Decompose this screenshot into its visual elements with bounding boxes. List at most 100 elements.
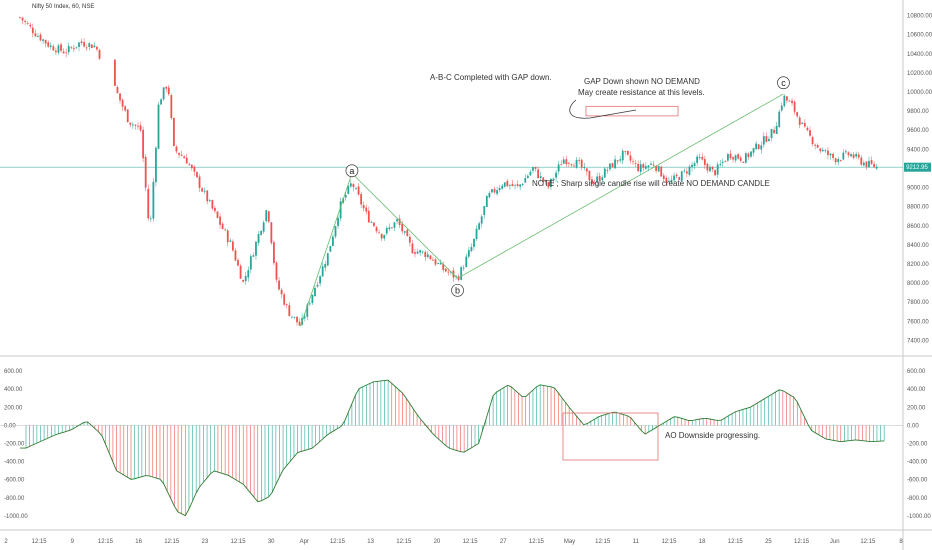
candle-body[interactable] — [139, 125, 142, 131]
candle-body[interactable] — [226, 230, 229, 243]
candle-body[interactable] — [593, 182, 596, 184]
candle-body[interactable] — [606, 169, 609, 171]
candle-body[interactable] — [380, 233, 383, 239]
candle-body[interactable] — [539, 176, 542, 179]
candle-body[interactable] — [598, 175, 601, 181]
candle-body[interactable] — [875, 166, 878, 169]
candle-body[interactable] — [142, 129, 145, 159]
candle-body[interactable] — [126, 109, 129, 123]
candle-body[interactable] — [550, 178, 552, 188]
candle-body[interactable] — [88, 43, 91, 47]
candle-body[interactable] — [298, 321, 301, 326]
candle-body[interactable] — [434, 259, 437, 265]
candle-body[interactable] — [644, 166, 647, 169]
candle-body[interactable] — [526, 175, 529, 178]
candle-body[interactable] — [544, 181, 547, 182]
candle-body[interactable] — [257, 234, 260, 243]
candle-body[interactable] — [552, 178, 555, 181]
trend-line-a-b[interactable] — [351, 172, 458, 279]
candle-body[interactable] — [642, 164, 645, 168]
candle-body[interactable] — [411, 243, 414, 254]
candle-body[interactable] — [860, 157, 863, 165]
candle-body[interactable] — [524, 178, 527, 183]
candle-body[interactable] — [485, 195, 488, 208]
candle-body[interactable] — [565, 159, 568, 165]
candle-body[interactable] — [462, 267, 465, 269]
candle-body[interactable] — [855, 153, 858, 157]
candle-body[interactable] — [444, 268, 447, 272]
candle-body[interactable] — [634, 163, 637, 164]
candle-body[interactable] — [65, 52, 68, 54]
candle-body[interactable] — [172, 117, 175, 146]
candle-body[interactable] — [857, 154, 860, 158]
candle-body[interactable] — [665, 177, 668, 183]
candle-body[interactable] — [70, 47, 73, 49]
candle-body[interactable] — [624, 150, 627, 152]
candle-body[interactable] — [680, 171, 683, 181]
candle-body[interactable] — [701, 156, 704, 160]
candle-body[interactable] — [673, 175, 675, 181]
candle-body[interactable] — [562, 159, 565, 164]
candle-body[interactable] — [170, 95, 173, 119]
candle-body[interactable] — [190, 164, 193, 169]
candle-body[interactable] — [160, 99, 162, 105]
candle-body[interactable] — [134, 124, 137, 126]
candle-body[interactable] — [332, 236, 334, 246]
candle-body[interactable] — [742, 161, 745, 163]
candle-body[interactable] — [396, 219, 398, 222]
candle-body[interactable] — [652, 164, 655, 166]
candle-body[interactable] — [144, 156, 147, 188]
candle-body[interactable] — [567, 162, 570, 164]
candle-body[interactable] — [483, 206, 486, 216]
trend-line-to-a[interactable] — [300, 173, 353, 327]
candle-body[interactable] — [501, 185, 504, 189]
candle-body[interactable] — [265, 210, 268, 222]
candle-body[interactable] — [262, 222, 265, 232]
candle-body[interactable] — [460, 267, 463, 280]
candle-body[interactable] — [247, 270, 250, 278]
candle-body[interactable] — [339, 201, 342, 219]
candle-body[interactable] — [829, 153, 832, 156]
candle-body[interactable] — [403, 231, 406, 233]
candle-body[interactable] — [744, 153, 747, 163]
candle-body[interactable] — [711, 166, 714, 170]
candle-body[interactable] — [255, 241, 257, 256]
candle-body[interactable] — [24, 20, 27, 22]
candle-body[interactable] — [752, 148, 755, 153]
candle-body[interactable] — [357, 186, 360, 195]
candle-body[interactable] — [367, 210, 370, 223]
time-axis[interactable]: 2 12:15 9 12:15 16 12:15 23 12:15 30 Apr 12:15 13 12… — [4, 539, 903, 545]
candle-body[interactable] — [424, 252, 427, 258]
candle-body[interactable] — [406, 229, 409, 237]
candle-body[interactable] — [385, 227, 388, 234]
candle-body[interactable] — [696, 156, 699, 163]
candle-body[interactable] — [747, 153, 750, 158]
candle-body[interactable] — [270, 222, 273, 244]
candle-body[interactable] — [506, 181, 509, 187]
candle-body[interactable] — [216, 211, 219, 218]
candle-body[interactable] — [306, 304, 309, 317]
candle-body[interactable] — [129, 122, 132, 125]
candle-body[interactable] — [401, 223, 404, 232]
candle-body[interactable] — [344, 194, 347, 198]
candle-body[interactable] — [798, 117, 801, 125]
candle-body[interactable] — [532, 167, 534, 171]
candle-body[interactable] — [55, 50, 57, 53]
candle-body[interactable] — [619, 159, 622, 161]
candle-body[interactable] — [629, 155, 632, 161]
candle-body[interactable] — [96, 46, 98, 50]
candle-body[interactable] — [124, 106, 127, 111]
candle-body[interactable] — [375, 227, 378, 232]
candle-body[interactable] — [870, 160, 873, 164]
candle-body[interactable] — [678, 177, 681, 180]
candle-body[interactable] — [514, 184, 516, 186]
candle-body[interactable] — [852, 154, 855, 158]
candle-body[interactable] — [516, 184, 519, 186]
candle-body[interactable] — [321, 266, 324, 277]
candle-body[interactable] — [21, 17, 24, 21]
candle-body[interactable] — [98, 49, 101, 59]
candle-body[interactable] — [580, 159, 583, 168]
candle-body[interactable] — [198, 176, 201, 188]
candle-body[interactable] — [83, 42, 86, 47]
candle-body[interactable] — [496, 190, 498, 194]
